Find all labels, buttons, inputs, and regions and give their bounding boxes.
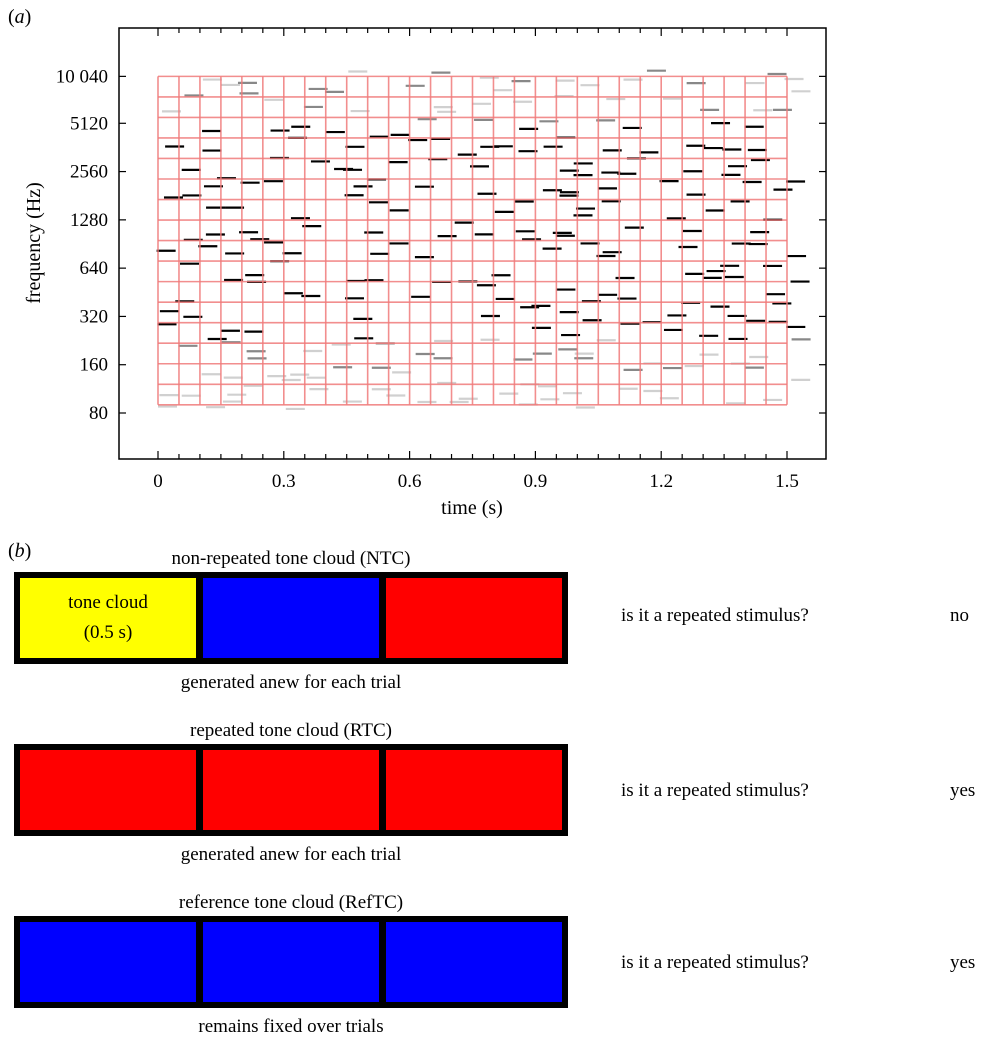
x-tick-label: 0.9 <box>524 471 548 492</box>
panel-a-label: (a) <box>8 6 32 28</box>
ntc-segment-1 <box>20 578 196 658</box>
y-tick-label: 10 040 <box>56 66 108 87</box>
x-axis-label: time (s) <box>441 497 503 519</box>
ntc-bar: tone cloud (0.5 s) <box>14 572 568 664</box>
y-tick-label: 320 <box>80 306 109 327</box>
rtc-bar <box>14 744 568 836</box>
rtc-segment-1 <box>20 750 196 830</box>
ntc-segment-2 <box>203 578 379 658</box>
tone-cloud-duration-label: tone cloud (0.5 s) <box>20 588 196 648</box>
reftc-caption: remains fixed over trials <box>198 1016 384 1037</box>
reftc-segment-1 <box>20 922 196 1002</box>
rtc-title: repeated tone cloud (RTC) <box>190 720 392 741</box>
rtc-segment-2 <box>203 750 379 830</box>
reftc-segment-2 <box>203 922 379 1002</box>
reftc-answer: yes <box>950 952 976 973</box>
y-tick-label: 80 <box>89 403 108 424</box>
x-tick-label: 1.2 <box>649 471 673 492</box>
tone-cloud-chart: 0 0.3 0.6 0.9 1.2 1.5 80 160 320 640 1280 2560 5120 1… <box>23 27 827 519</box>
tone-cloud-text: tone cloud (0.5 s) <box>68 592 148 643</box>
y-tick-label: 2560 <box>70 162 108 183</box>
ntc-answer: no <box>950 605 969 626</box>
ntc-title: non-repeated tone cloud (NTC) <box>171 548 411 569</box>
y-tick-label: 1280 <box>70 210 108 231</box>
x-tick-label: 0.6 <box>398 471 422 492</box>
rtc-question: is it a repeated stimulus? <box>621 780 809 801</box>
y-axis-label: frequency (Hz) <box>23 182 45 304</box>
x-tick-label: 1.5 <box>775 471 799 492</box>
ntc-question: is it a repeated stimulus? <box>621 605 809 626</box>
reftc-title: reference tone cloud (RefTC) <box>178 892 404 913</box>
x-tick-label: 0 <box>153 471 163 492</box>
ntc-caption: generated anew for each trial <box>180 672 402 693</box>
panel-b-label: (b) <box>8 540 32 562</box>
y-tick-label: 160 <box>80 355 109 376</box>
y-tick-label: 640 <box>80 258 109 279</box>
x-tick-label: 0.3 <box>272 471 296 492</box>
reftc-segment-3 <box>386 922 562 1002</box>
reftc-bar <box>14 916 568 1008</box>
y-tick-label: 5120 <box>70 113 108 134</box>
reftc-question: is it a repeated stimulus? <box>621 952 809 973</box>
rtc-caption: generated anew for each trial <box>180 844 402 865</box>
rtc-segment-3 <box>386 750 562 830</box>
rtc-answer: yes <box>950 780 976 801</box>
ntc-segment-3 <box>386 578 562 658</box>
